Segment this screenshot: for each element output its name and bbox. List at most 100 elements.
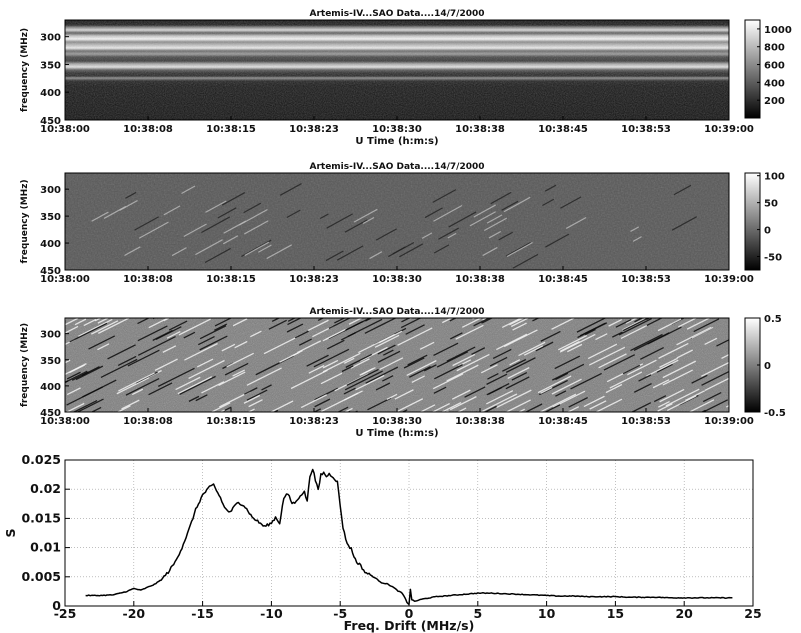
colorbar-tick-label: 1000 xyxy=(764,25,792,36)
drift-streak xyxy=(374,334,400,348)
drift-streak xyxy=(221,192,246,206)
drift-streak xyxy=(232,369,245,377)
drift-streak xyxy=(588,346,626,366)
drift-streak xyxy=(505,357,536,373)
drift-streak xyxy=(188,395,200,402)
x-tick-label: 10:38:45 xyxy=(538,274,588,285)
x-tick-label: 10:38:23 xyxy=(289,416,339,427)
drift-streak xyxy=(263,336,298,355)
drift-streak xyxy=(184,342,218,361)
drift-streak xyxy=(518,341,546,357)
y-tick-label: 400 xyxy=(40,88,61,99)
drift-streak xyxy=(678,318,698,328)
drift-streak xyxy=(447,232,457,239)
drift-streak xyxy=(175,376,201,391)
drift-streak xyxy=(446,364,479,382)
x-tick-label: 10:39:00 xyxy=(704,416,754,427)
drift-streak xyxy=(241,239,272,258)
drift-streak xyxy=(492,348,512,360)
drift-streak xyxy=(540,330,561,342)
drift-streak xyxy=(702,392,722,403)
drift-streak xyxy=(195,239,223,256)
drift-streak xyxy=(657,318,682,332)
drift-streak xyxy=(341,365,354,373)
drift-streak xyxy=(91,320,119,335)
drift-streak xyxy=(583,395,605,408)
drift-streak xyxy=(137,318,151,325)
panel-title: Artemis-IV...SAO Data....14/7/2000 xyxy=(309,307,484,317)
drift-streak xyxy=(66,386,103,406)
drift-streak xyxy=(65,370,88,384)
drift-streak xyxy=(76,398,104,412)
drift-streak xyxy=(555,372,569,381)
drift-streak xyxy=(555,390,567,397)
drift-streak xyxy=(638,374,652,382)
drift-streak xyxy=(449,332,463,340)
drift-streak xyxy=(107,344,136,360)
drift-streak xyxy=(322,328,346,342)
drift-streak xyxy=(224,362,249,376)
drift-streak xyxy=(127,349,160,367)
x-tick-label: 10:38:38 xyxy=(455,274,505,285)
drift-streak xyxy=(585,413,604,423)
drift-streak xyxy=(306,354,329,367)
drift-streak xyxy=(451,389,471,400)
drift-streak xyxy=(188,359,225,380)
drift-streak xyxy=(673,184,692,196)
drift-streak xyxy=(199,335,228,351)
drift-streak xyxy=(721,353,729,359)
y-axis-label: S xyxy=(3,528,18,537)
drift-streak xyxy=(568,396,588,408)
drift-streak xyxy=(716,339,729,347)
series-line xyxy=(85,468,733,606)
colorbar-gradient xyxy=(744,172,761,271)
drift-streak xyxy=(419,341,435,350)
colorbar-tick-label: 200 xyxy=(764,96,785,107)
drift-streak xyxy=(646,359,679,377)
x-tick-label: 10:38:00 xyxy=(40,416,90,427)
x-tick-label: -25 xyxy=(54,606,77,621)
drift-streak xyxy=(261,384,272,391)
drift-streak xyxy=(69,322,108,343)
drift-streak xyxy=(598,353,627,369)
drift-streak xyxy=(449,318,458,322)
drift-streak xyxy=(287,318,303,326)
y-axis-label: frequency (MHz) xyxy=(20,323,30,407)
drift-streak xyxy=(386,393,398,401)
drift-streak xyxy=(377,350,401,363)
drift-spectrum-panel: -25 -20 -15 -10 -5 0 5 10 15 20 25 0 0.005 0.01 0.015 0… xyxy=(3,452,762,633)
drift-streak xyxy=(66,387,81,396)
drift-streak xyxy=(480,364,498,374)
drift-streak xyxy=(434,364,463,380)
drift-streak xyxy=(326,339,345,350)
drift-streak xyxy=(517,408,526,412)
drift-streak xyxy=(587,343,618,360)
drift-streak xyxy=(662,360,697,379)
drift-streak xyxy=(220,406,232,412)
drift-streak xyxy=(691,374,708,384)
drift-streak xyxy=(509,359,521,366)
x-tick-label: 10:38:15 xyxy=(206,124,256,135)
drift-streak xyxy=(118,372,155,392)
drift-streak xyxy=(424,207,443,219)
spectrogram-texture xyxy=(65,173,729,270)
x-tick-label: 20 xyxy=(675,606,693,621)
y-axis-label: frequency (MHz) xyxy=(20,28,30,112)
colorbar: 1000 800 600 400 200 xyxy=(744,19,792,119)
drift-streak xyxy=(246,389,268,401)
y-tick-label: 350 xyxy=(40,356,61,367)
drift-streak xyxy=(343,357,355,364)
drift-streak xyxy=(403,357,425,369)
drift-streak xyxy=(634,318,644,323)
x-tick-label: 10:38:15 xyxy=(206,416,256,427)
x-tick-label: 10:38:00 xyxy=(40,124,90,135)
drift-streak xyxy=(704,377,729,391)
drift-streak xyxy=(625,318,639,324)
drift-streak xyxy=(294,330,309,339)
y-tick-label: 350 xyxy=(40,60,61,71)
x-tick-label: 10:38:23 xyxy=(289,274,339,285)
drift-streak xyxy=(540,386,553,394)
drift-streak xyxy=(66,371,81,380)
x-tick-label: 10:38:30 xyxy=(372,416,422,427)
drift-streak xyxy=(103,205,127,219)
